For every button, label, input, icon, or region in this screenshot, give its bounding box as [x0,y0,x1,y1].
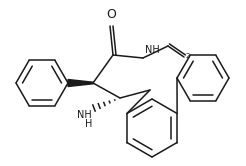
Text: 2: 2 [186,53,190,59]
Text: NH: NH [77,110,92,120]
Text: NH: NH [145,45,160,55]
Text: O: O [106,8,116,21]
Polygon shape [68,80,93,86]
Text: H: H [85,119,92,129]
